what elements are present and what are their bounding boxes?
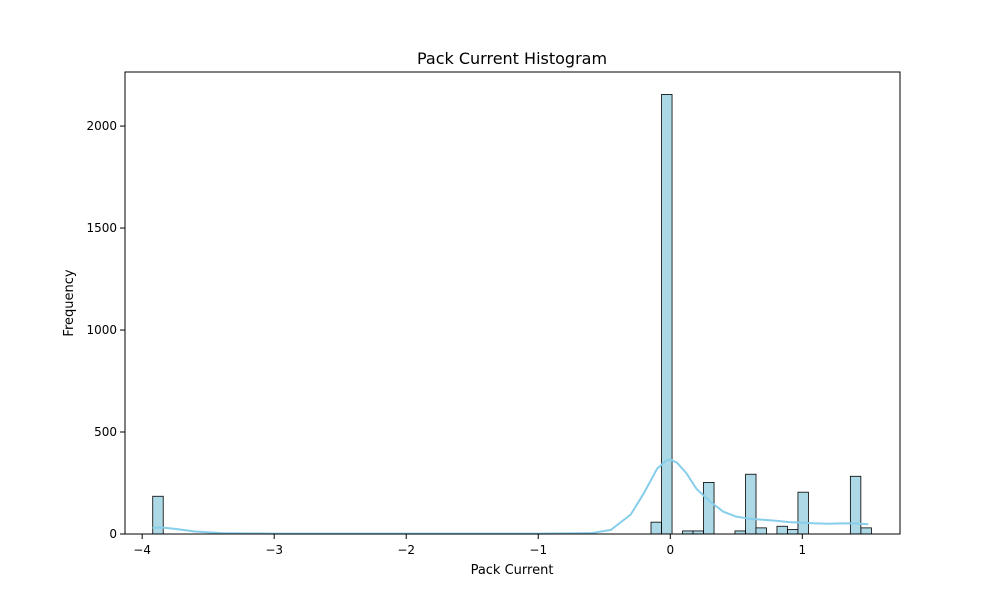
y-tick-label: 2000: [86, 119, 117, 133]
x-tick-label: −1: [529, 543, 547, 557]
x-axis-ticks: −4 −3 −2 −1 0 1: [133, 534, 806, 557]
x-tick-label: −3: [265, 543, 283, 557]
plot-frame: [124, 71, 901, 535]
histogram-bar: [661, 94, 673, 535]
y-tick-label: 1000: [86, 323, 117, 337]
chart-title: Pack Current Histogram: [417, 49, 607, 68]
x-tick-label: 0: [666, 543, 674, 557]
y-tick-label: 1500: [86, 221, 117, 235]
histogram-bar: [849, 475, 862, 535]
histogram-bar: [703, 481, 715, 535]
histogram-bar: [776, 525, 788, 535]
histogram-bar: [745, 473, 757, 535]
y-axis-label: Frequency: [62, 269, 77, 336]
y-tick-label: 0: [109, 527, 117, 541]
y-axis-ticks: 0 500 1000 1500 2000: [86, 119, 125, 541]
x-tick-label: 1: [798, 543, 806, 557]
x-tick-label: −2: [397, 543, 415, 557]
x-axis-label: Pack Current: [471, 563, 554, 578]
y-tick-label: 500: [94, 425, 117, 439]
histogram-bar: [787, 529, 799, 535]
histogram-bar: [755, 527, 767, 535]
histogram-bar: [797, 491, 809, 535]
x-tick-label: −4: [133, 543, 151, 557]
histogram-bar: [860, 527, 872, 535]
histogram-bar: [650, 521, 662, 535]
